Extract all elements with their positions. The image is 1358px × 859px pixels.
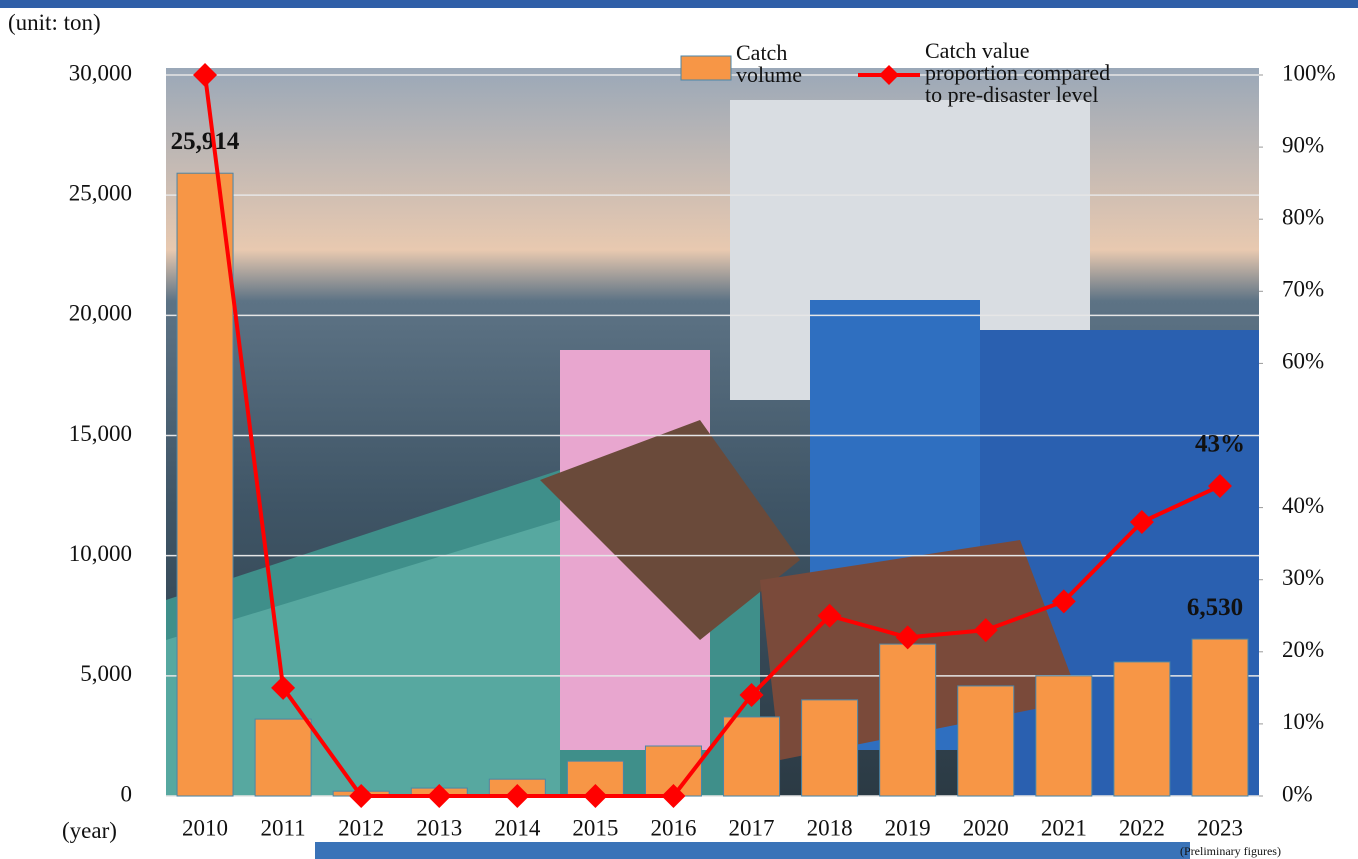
y2-tick-label: 0% [1282,781,1313,806]
chart: 0 5,000 10,000 15,000 20,000 25,000 30,000 0% 10… [0,0,1358,859]
bar [958,686,1014,796]
bar [255,719,311,796]
legend-label: Catch value proportion compared to pre-d… [925,40,1125,106]
y2-tick-label: 100% [1282,60,1336,85]
y2-tick-label: 80% [1282,204,1324,229]
y2-tick-label: 60% [1282,349,1324,374]
y2-tick-label: 10% [1282,709,1324,734]
x-tick-label: 2010 [182,815,228,840]
data-label: 6,530 [1187,594,1243,621]
x-tick-label: 2020 [963,815,1009,840]
legend-label: Catch volume [736,42,846,86]
y-tick-label: 0 [121,781,133,806]
top-strip [0,0,1358,8]
y2-tick-label: 40% [1282,493,1324,518]
bar [1114,662,1170,796]
y2-tick-label: 90% [1282,132,1324,157]
bar [1036,676,1092,796]
bar [802,700,858,796]
y2-tick-label: 20% [1282,637,1324,662]
x-tick-label: 2023 [1197,815,1243,840]
bottom-strip [315,842,1190,859]
bar [1192,639,1248,796]
x-tick-label: 2021 [1041,815,1087,840]
y2-tick-label: 70% [1282,277,1324,302]
background-photo [166,68,1259,796]
bar [177,173,233,796]
bar [880,644,936,796]
data-label: 25,914 [171,128,240,155]
x-tick-label: 2012 [338,815,384,840]
x-tick-label: 2018 [807,815,853,840]
legend-swatch [681,56,731,80]
x-tick-label: 2019 [885,815,931,840]
x-tick-label: 2022 [1119,815,1165,840]
x-tick-label: 2015 [572,815,618,840]
y-tick-label: 5,000 [80,661,132,686]
data-label: 43% [1195,431,1245,458]
bar [724,717,780,796]
y-tick-label: 30,000 [69,60,132,85]
y-tick-label: 20,000 [69,301,132,326]
y2-tick-label: 30% [1282,565,1324,590]
x-tick-label: 2014 [494,815,541,840]
note: (Preliminary figures) [1180,845,1281,857]
y-tick-label: 25,000 [69,180,132,205]
x-tick-label: 2011 [261,815,306,840]
x-tick-label: 2013 [416,815,462,840]
x-tick-label: 2017 [729,815,775,840]
y-tick-label: 10,000 [69,541,132,566]
x-tick-label: 2016 [650,815,696,840]
page: {"chart_data": { "type": "combo", "unit_… [0,0,1358,859]
y-tick-label: 15,000 [69,421,132,446]
x-axis-label: (year) [62,820,117,842]
unit-label: (unit: ton) [8,12,101,34]
